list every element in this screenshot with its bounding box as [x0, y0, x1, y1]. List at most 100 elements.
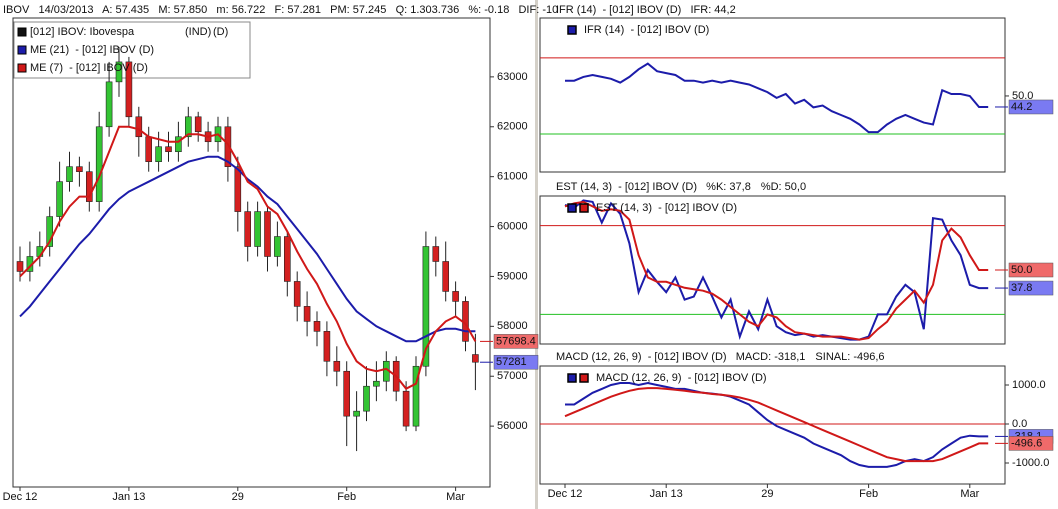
candle-body: [333, 360, 341, 372]
candle-body: [175, 136, 182, 153]
marker-box: [493, 334, 539, 349]
legend-label: ME (21) - [012] IBOV (D): [30, 44, 154, 56]
candle-body: [303, 306, 311, 322]
candle-body: [274, 236, 281, 257]
marker-label: 57698.4: [496, 335, 536, 347]
panel-title: IFR (14) - [012] IBOV (D) IFR: 44,2: [556, 4, 736, 16]
marker-label: -496.6: [1011, 437, 1042, 449]
candle-body: [135, 116, 143, 138]
x-tick-label: Mar: [960, 488, 979, 500]
legend-icon: [567, 25, 577, 35]
legend-tag: (IND): [185, 26, 211, 38]
y-tick-label: 0.0: [1012, 418, 1027, 430]
legend-icon: [579, 203, 589, 213]
x-tick-label: Feb: [337, 491, 356, 503]
series-line: [19, 125, 477, 390]
marker-label: 50.0: [1011, 264, 1032, 276]
marker-box: [1008, 280, 1054, 296]
candle-body: [194, 116, 202, 133]
plot-frame: [539, 17, 1006, 173]
candle-body: [66, 166, 73, 182]
candle-body: [185, 116, 192, 138]
candle-body: [452, 291, 459, 302]
candle-body: [46, 216, 54, 247]
legend-label: ME (7) - [012] IBOV (D): [30, 62, 148, 74]
candle-body: [145, 136, 152, 162]
candle-body: [244, 211, 251, 247]
candle-body: [293, 281, 301, 307]
candle-body: [353, 410, 360, 417]
plot-frame: [12, 17, 491, 488]
marker-label: 44.2: [1011, 101, 1032, 113]
y-tick-label: 63000: [497, 71, 528, 83]
x-tick-label: 29: [232, 491, 244, 503]
panel-title-extra: SINAL: -496,6: [815, 351, 884, 363]
candle-body: [105, 81, 113, 128]
x-tick-label: Jan 13: [650, 488, 683, 500]
candle-body: [155, 146, 162, 162]
candle-body: [343, 370, 351, 417]
marker-box: [1008, 436, 1054, 451]
marker-box: [1008, 262, 1054, 278]
candle-body: [412, 365, 420, 427]
candle-body: [254, 211, 261, 247]
series-line: [19, 155, 476, 343]
series-line: [565, 381, 989, 468]
candle-body: [283, 236, 291, 282]
legend-label: EST (14, 3) - [012] IBOV (D): [596, 202, 737, 214]
candle-body: [95, 126, 103, 202]
candle-body: [313, 321, 321, 332]
legend-icon: [17, 45, 27, 55]
marker-box: [493, 354, 539, 370]
series-line: [564, 199, 989, 341]
candle-body: [56, 181, 63, 217]
candle-body: [402, 390, 410, 427]
x-tick-label: Mar: [446, 491, 465, 503]
y-tick-label: -1000.0: [1012, 457, 1049, 469]
series-line: [564, 200, 989, 341]
candle-body: [165, 146, 172, 153]
legend-icon: [567, 373, 577, 383]
y-tick-label: 56000: [497, 420, 528, 432]
candle-body: [115, 61, 123, 83]
x-tick-label: Dec 12: [3, 491, 38, 503]
panel-title: EST (14, 3) - [012] IBOV (D) %K: 37,8: [556, 181, 751, 193]
candle-body: [442, 261, 450, 292]
series-line: [564, 387, 989, 463]
candle-body: [432, 246, 440, 262]
right-window: [538, 0, 1058, 509]
legend-icon: [17, 63, 27, 73]
x-tick-label: Feb: [859, 488, 878, 500]
panel-title: IBOV 14/03/2013 A: 57.435 M: 57.850 m: 5…: [3, 4, 558, 16]
candle-body: [234, 166, 242, 212]
x-tick-label: Jan 13: [112, 491, 145, 503]
marker-box: [1008, 99, 1054, 115]
candle-body: [363, 385, 370, 412]
plot-frame: [539, 365, 1006, 485]
marker-label: 37.8: [1011, 282, 1032, 294]
y-tick-label: 59000: [497, 270, 528, 282]
candle-body: [373, 380, 380, 387]
panel-title: MACD (12, 26, 9) - [012] IBOV (D) MACD: …: [556, 351, 805, 363]
y-tick-label: 1000.0: [1012, 379, 1046, 391]
x-tick-label: 29: [761, 488, 773, 500]
legend-label: [012] IBOV: Ibovespa: [30, 26, 135, 38]
candle-body: [125, 61, 133, 118]
legend-icon: [567, 203, 577, 213]
y-tick-label: 50.0: [1012, 90, 1033, 102]
candle-body: [472, 354, 479, 363]
legend-icon: [579, 373, 589, 383]
candle-body: [86, 171, 93, 202]
legend-label: MACD (12, 26, 9) - [012] IBOV (D): [596, 372, 767, 384]
y-tick-label: 57000: [497, 370, 528, 382]
candle-body: [224, 126, 232, 167]
candle-body: [422, 246, 430, 367]
y-tick-label: 60000: [497, 220, 528, 232]
x-tick-label: Dec 12: [548, 488, 583, 500]
candle-body: [16, 261, 24, 272]
legend-label: IFR (14) - [012] IBOV (D): [584, 24, 709, 36]
candle-body: [264, 211, 271, 257]
y-tick-label: 62000: [497, 121, 528, 133]
